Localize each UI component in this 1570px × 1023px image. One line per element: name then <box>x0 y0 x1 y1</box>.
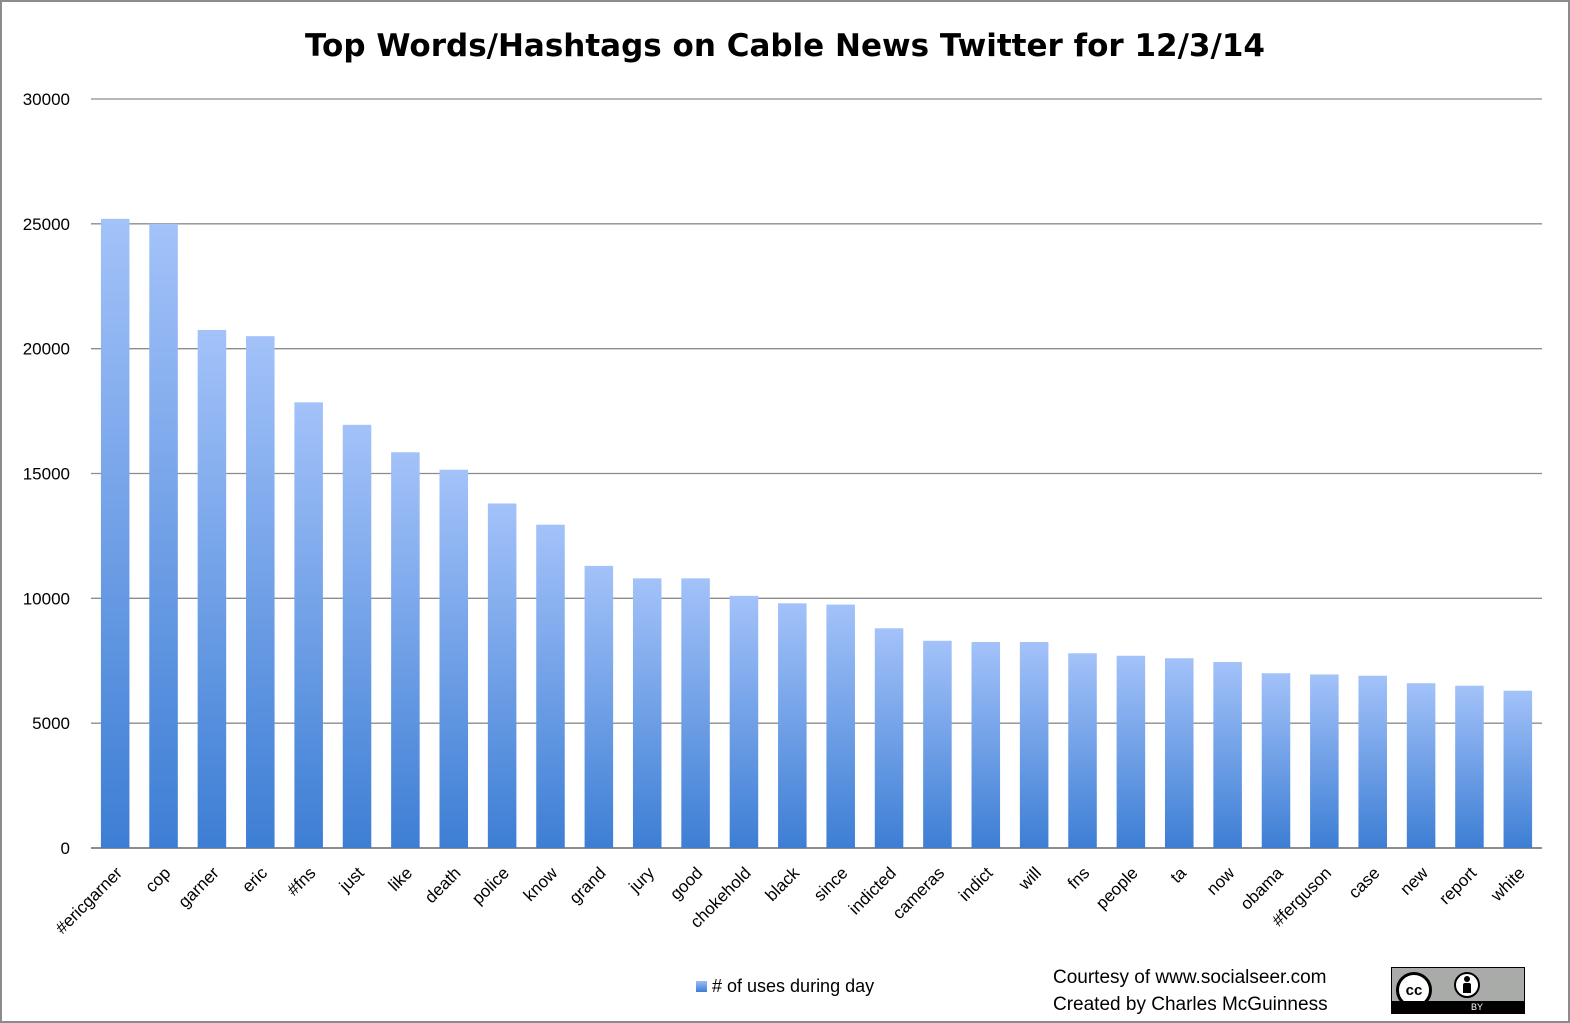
bar-black <box>778 603 807 848</box>
bar-know <box>536 524 565 848</box>
x-tick-label: people <box>1092 863 1142 913</box>
x-tick-label: eric <box>238 863 271 896</box>
x-tick-label: fns <box>1064 863 1093 892</box>
x-tick-label: now <box>1203 863 1239 899</box>
bar-since <box>826 604 855 848</box>
bar-white <box>1503 690 1533 848</box>
credit-line-author: Created by Charles McGuinness <box>1053 994 1328 1015</box>
bar-eric <box>246 336 275 848</box>
x-tick-label: grand <box>565 863 609 907</box>
cc-badge-bar <box>1392 1001 1524 1013</box>
y-tick-label: 10000 <box>23 589 70 608</box>
bar-death <box>439 469 469 848</box>
bar-case <box>1358 675 1387 848</box>
bar-cameras <box>923 640 952 848</box>
cc-license-badge: cc BY <box>1391 967 1525 1014</box>
x-tick-label: cop <box>142 863 175 896</box>
bar-report <box>1455 685 1484 848</box>
x-tick-label: like <box>385 863 416 894</box>
bar-ta <box>1164 658 1194 848</box>
x-tick-label: #fns <box>283 863 319 899</box>
x-tick-label: good <box>666 863 706 903</box>
x-tick-label: new <box>1396 863 1432 899</box>
x-tick-label: black <box>762 863 804 905</box>
bar-obama <box>1261 673 1291 848</box>
bar-jury <box>632 578 662 848</box>
cc-by-label: BY <box>1470 1002 1483 1012</box>
bar-just <box>342 424 372 848</box>
bar-police <box>487 503 517 848</box>
x-tick-label: case <box>1345 863 1384 902</box>
bar-chart: 0 5000 10000 15000 20000 25000 30000 #ericgarn… <box>23 90 1542 938</box>
bars <box>100 218 1533 849</box>
bar-cop <box>149 223 178 848</box>
gridlines <box>91 98 1542 849</box>
bar-fns <box>1068 653 1097 848</box>
bar-will <box>1019 642 1049 848</box>
bar-chokehold <box>729 595 759 848</box>
chart-title: Top Words/Hashtags on Cable News Twitter… <box>305 28 1265 64</box>
y-tick-label: 30000 <box>23 90 70 109</box>
x-tick-label: cameras <box>889 863 949 923</box>
bar-now <box>1213 662 1242 848</box>
legend-swatch <box>696 981 707 992</box>
y-tick-label: 0 <box>61 839 70 858</box>
bar-new <box>1406 683 1436 848</box>
bar-indicted <box>874 628 904 848</box>
bar-fns <box>294 402 323 848</box>
x-tick-label: just <box>335 863 368 896</box>
credit-line-source: Courtesy of www.socialseer.com <box>1053 967 1327 988</box>
bar-good <box>681 578 710 848</box>
legend: # of uses during day <box>696 976 874 997</box>
x-tick-label: will <box>1014 863 1045 894</box>
bar-people <box>1116 655 1146 848</box>
bar-like <box>391 452 420 848</box>
bar-indict <box>971 642 1001 848</box>
bar-ericgarner <box>100 218 130 849</box>
y-axis-ticks: 0 5000 10000 15000 20000 25000 30000 <box>23 90 70 858</box>
bar-grand <box>584 565 614 848</box>
y-tick-label: 5000 <box>32 714 70 733</box>
legend-label: # of uses during day <box>712 976 875 996</box>
x-tick-label: garner <box>175 863 223 911</box>
x-tick-label: report <box>1435 863 1480 908</box>
credit-text: Courtesy of www.socialseer.com Created b… <box>1053 964 1328 1018</box>
y-tick-label: 25000 <box>23 215 70 234</box>
bar-ferguson <box>1310 674 1339 848</box>
bar-garner <box>197 329 227 848</box>
x-tick-label: police <box>468 863 513 908</box>
y-tick-label: 15000 <box>23 465 70 484</box>
x-tick-label: since <box>810 863 851 904</box>
x-tick-label: white <box>1486 863 1528 905</box>
x-tick-label: #ericgarner <box>52 863 126 937</box>
x-axis-labels: #ericgarner cop garner eric #fns just like deat… <box>52 863 1529 938</box>
x-tick-label: indict <box>955 863 997 905</box>
x-tick-label: ta <box>1167 863 1191 887</box>
y-tick-label: 20000 <box>23 340 70 359</box>
attribution-person-icon <box>1454 972 1480 998</box>
x-tick-label: death <box>421 863 465 907</box>
x-tick-label: jury <box>625 863 659 897</box>
x-tick-label: know <box>520 863 562 905</box>
